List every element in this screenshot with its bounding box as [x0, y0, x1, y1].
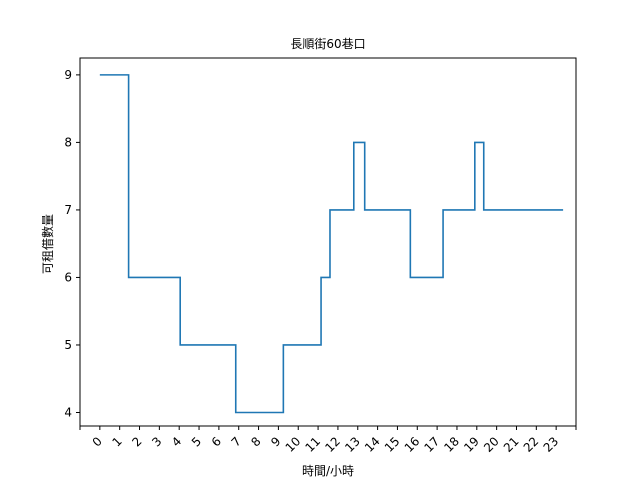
y-tick-label: 9 [64, 68, 72, 82]
x-tick-label: 20 [481, 434, 502, 455]
x-tick-label: 7 [229, 434, 244, 449]
x-tick-label: 11 [302, 434, 323, 455]
y-tick-label: 5 [64, 338, 72, 352]
x-tick-label: 4 [169, 434, 184, 449]
x-tick-label: 3 [149, 434, 164, 449]
plot-area: 0 1 2 3 4 5 6 7 8 9 10 11 12 13 14 15 16 17 18 19 20 21 22 2345… [64, 57, 577, 455]
x-tick-label: 0 [90, 434, 105, 449]
x-tick-label: 13 [342, 434, 363, 455]
y-tick-label: 7 [64, 203, 72, 217]
x-tick-label: 5 [189, 434, 204, 449]
x-tick-label: 15 [382, 434, 403, 455]
y-tick-label: 8 [64, 135, 72, 149]
y-axis-label: 可租借數量 [41, 214, 55, 274]
x-tick-label: 19 [461, 434, 482, 455]
y-tick-label: 6 [64, 270, 72, 284]
x-tick-label: 18 [441, 434, 462, 455]
plot-frame [79, 57, 577, 427]
series-line [99, 74, 564, 414]
x-tick-label: 17 [422, 434, 443, 455]
x-tick-label: 16 [402, 434, 423, 455]
x-tick-label: 8 [248, 434, 263, 449]
x-tick-label: 1 [109, 434, 124, 449]
x-tick-label: 10 [283, 434, 304, 455]
x-tick-label: 6 [209, 434, 224, 449]
chart-title: 長順街60巷口 [290, 37, 365, 51]
x-tick-label: 12 [322, 434, 343, 455]
x-axis-label: 時間/小時 [302, 464, 354, 478]
x-tick-label: 2 [129, 434, 144, 449]
x-tick-label: 23 [541, 434, 562, 455]
x-tick-label: 9 [268, 434, 283, 449]
x-tick-label: 22 [521, 434, 542, 455]
x-tick-label: 14 [362, 434, 383, 455]
y-tick-label: 4 [64, 405, 72, 419]
x-tick-label: 21 [501, 434, 522, 455]
